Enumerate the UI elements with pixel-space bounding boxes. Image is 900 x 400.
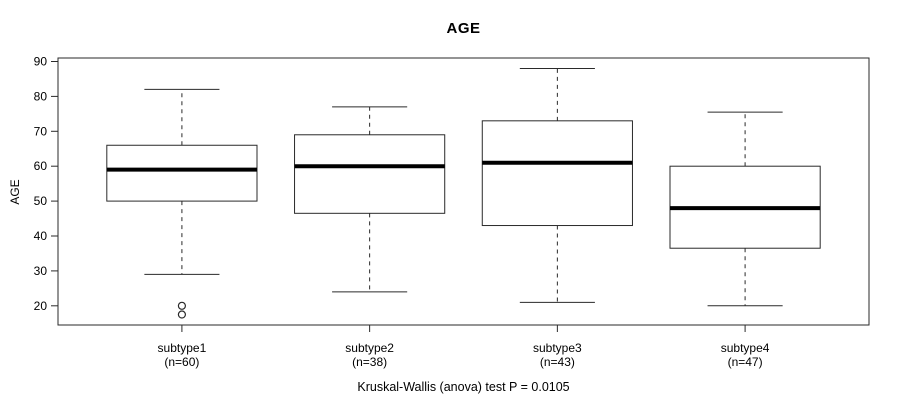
y-tick-label: 90 bbox=[34, 54, 48, 68]
iqr-box bbox=[106, 144, 258, 202]
y-tick-label: 40 bbox=[34, 229, 48, 243]
iqr-box bbox=[294, 134, 446, 214]
y-tick-label: 20 bbox=[34, 299, 48, 313]
boxplot-subtype1: subtype1(n=60) bbox=[106, 88, 258, 369]
y-tick-label: 50 bbox=[34, 194, 48, 208]
boxplot-subtype3: subtype3(n=43) bbox=[481, 67, 633, 369]
x-group-label: subtype1 bbox=[158, 341, 207, 355]
x-group-label: subtype2 bbox=[345, 341, 394, 355]
plot-border bbox=[57, 57, 870, 326]
x-group-label: subtype4 bbox=[721, 341, 770, 355]
x-group-sublabel: (n=38) bbox=[352, 355, 387, 369]
y-axis: 20 30 40 50 60 70 80 90 bbox=[34, 54, 58, 313]
chart-title: AGE bbox=[446, 20, 481, 37]
outlier-point bbox=[177, 301, 187, 310]
y-tick-label: 70 bbox=[34, 124, 48, 138]
y-tick-label: 60 bbox=[34, 159, 48, 173]
x-group-sublabel: (n=60) bbox=[164, 355, 199, 369]
boxplot-subtype2: subtype2(n=38) bbox=[294, 106, 446, 369]
x-group-sublabel: (n=43) bbox=[540, 355, 575, 369]
x-group-sublabel: (n=47) bbox=[728, 355, 763, 369]
boxplot-subtype4: subtype4(n=47) bbox=[669, 111, 821, 369]
x-group-label: subtype3 bbox=[533, 341, 582, 355]
stat-test-caption: Kruskal-Wallis (anova) test P = 0.0105 bbox=[357, 380, 570, 394]
y-tick-label: 30 bbox=[34, 264, 48, 278]
outlier-point bbox=[177, 310, 187, 319]
iqr-box bbox=[481, 120, 633, 227]
y-tick-label: 80 bbox=[34, 89, 48, 103]
